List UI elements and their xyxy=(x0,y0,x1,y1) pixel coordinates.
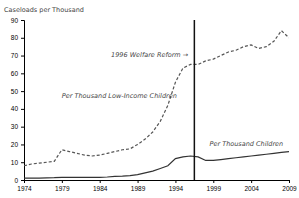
y-axis: 0 10 20 30 40 50 60 70 80 90 xyxy=(11,17,25,184)
tick-label: 1979 xyxy=(55,185,70,192)
tick: 80 xyxy=(11,34,24,41)
tick-label: 1999 xyxy=(207,185,222,192)
tick: 0 xyxy=(14,177,24,184)
tick-label: 1989 xyxy=(131,185,146,192)
tick-label: 80 xyxy=(11,34,19,41)
tick: 1994 xyxy=(169,180,184,192)
tick: 2009 xyxy=(282,180,297,192)
tick-mark xyxy=(175,180,176,183)
tick: 1974 xyxy=(17,180,32,192)
tick: 90 xyxy=(11,17,24,24)
axis-line xyxy=(21,21,25,181)
tick-mark xyxy=(21,144,24,145)
tick-label: 2004 xyxy=(244,185,259,192)
tick-label: 1974 xyxy=(17,185,32,192)
plot: 1974 1979 1984 1989 1994 1999 2004 2009 0 10 20 30 4… xyxy=(11,17,297,192)
x-axis: 1974 1979 1984 1989 1994 1999 2004 2009 xyxy=(17,180,297,192)
tick-label: 2009 xyxy=(282,185,297,192)
tick-label: 0 xyxy=(14,177,18,184)
tick-mark xyxy=(251,180,252,183)
tick-label: 1994 xyxy=(169,185,184,192)
line xyxy=(24,31,289,166)
axis-line xyxy=(25,181,290,184)
annotation: Per Thousand Low-Income Children xyxy=(62,92,177,100)
tick-mark xyxy=(21,91,24,92)
tick-mark xyxy=(213,180,214,183)
annotation: 1996 Welfare Reform → xyxy=(111,51,189,59)
tick-mark xyxy=(138,180,139,183)
tick-mark xyxy=(21,109,24,110)
tick-mark xyxy=(21,73,24,74)
tick-mark xyxy=(100,180,101,183)
tick-label: 90 xyxy=(11,17,19,24)
tick-mark xyxy=(62,180,63,183)
tick: 2004 xyxy=(244,180,259,192)
tick-label: 20 xyxy=(11,141,19,148)
tick-mark xyxy=(21,180,24,181)
tick: 1989 xyxy=(131,180,146,192)
tick: 10 xyxy=(11,159,24,166)
tick-mark xyxy=(21,162,24,163)
chart: 1974 1979 1984 1989 1994 1999 2004 2009 0 10 20 30 4… xyxy=(0,0,299,198)
tick-label: 70 xyxy=(11,52,19,59)
marks xyxy=(24,20,289,180)
tick-label: 30 xyxy=(11,123,19,130)
y-axis-title: Caseloads per Thousand xyxy=(4,6,84,14)
line xyxy=(24,152,289,179)
tick: 50 xyxy=(11,88,24,95)
tick: 1979 xyxy=(55,180,70,192)
tick: 20 xyxy=(11,141,24,148)
tick: 30 xyxy=(11,123,24,130)
tick-label: 60 xyxy=(11,70,19,77)
tick-mark xyxy=(21,38,24,39)
tick: 1999 xyxy=(207,180,222,192)
tick-label: 50 xyxy=(11,88,19,95)
tick-mark xyxy=(289,180,290,183)
tick-label: 1984 xyxy=(93,185,108,192)
tick-label: 10 xyxy=(11,159,19,166)
tick-mark xyxy=(21,56,24,57)
tick: 1984 xyxy=(93,180,108,192)
tick-mark xyxy=(21,20,24,21)
tick-label: 40 xyxy=(11,105,19,112)
annotation: Per Thousand Children xyxy=(210,140,284,148)
tick: 60 xyxy=(11,70,24,77)
tick: 40 xyxy=(11,105,24,112)
tick: 70 xyxy=(11,52,24,59)
vertical-line xyxy=(194,20,196,180)
tick-mark xyxy=(21,127,24,128)
